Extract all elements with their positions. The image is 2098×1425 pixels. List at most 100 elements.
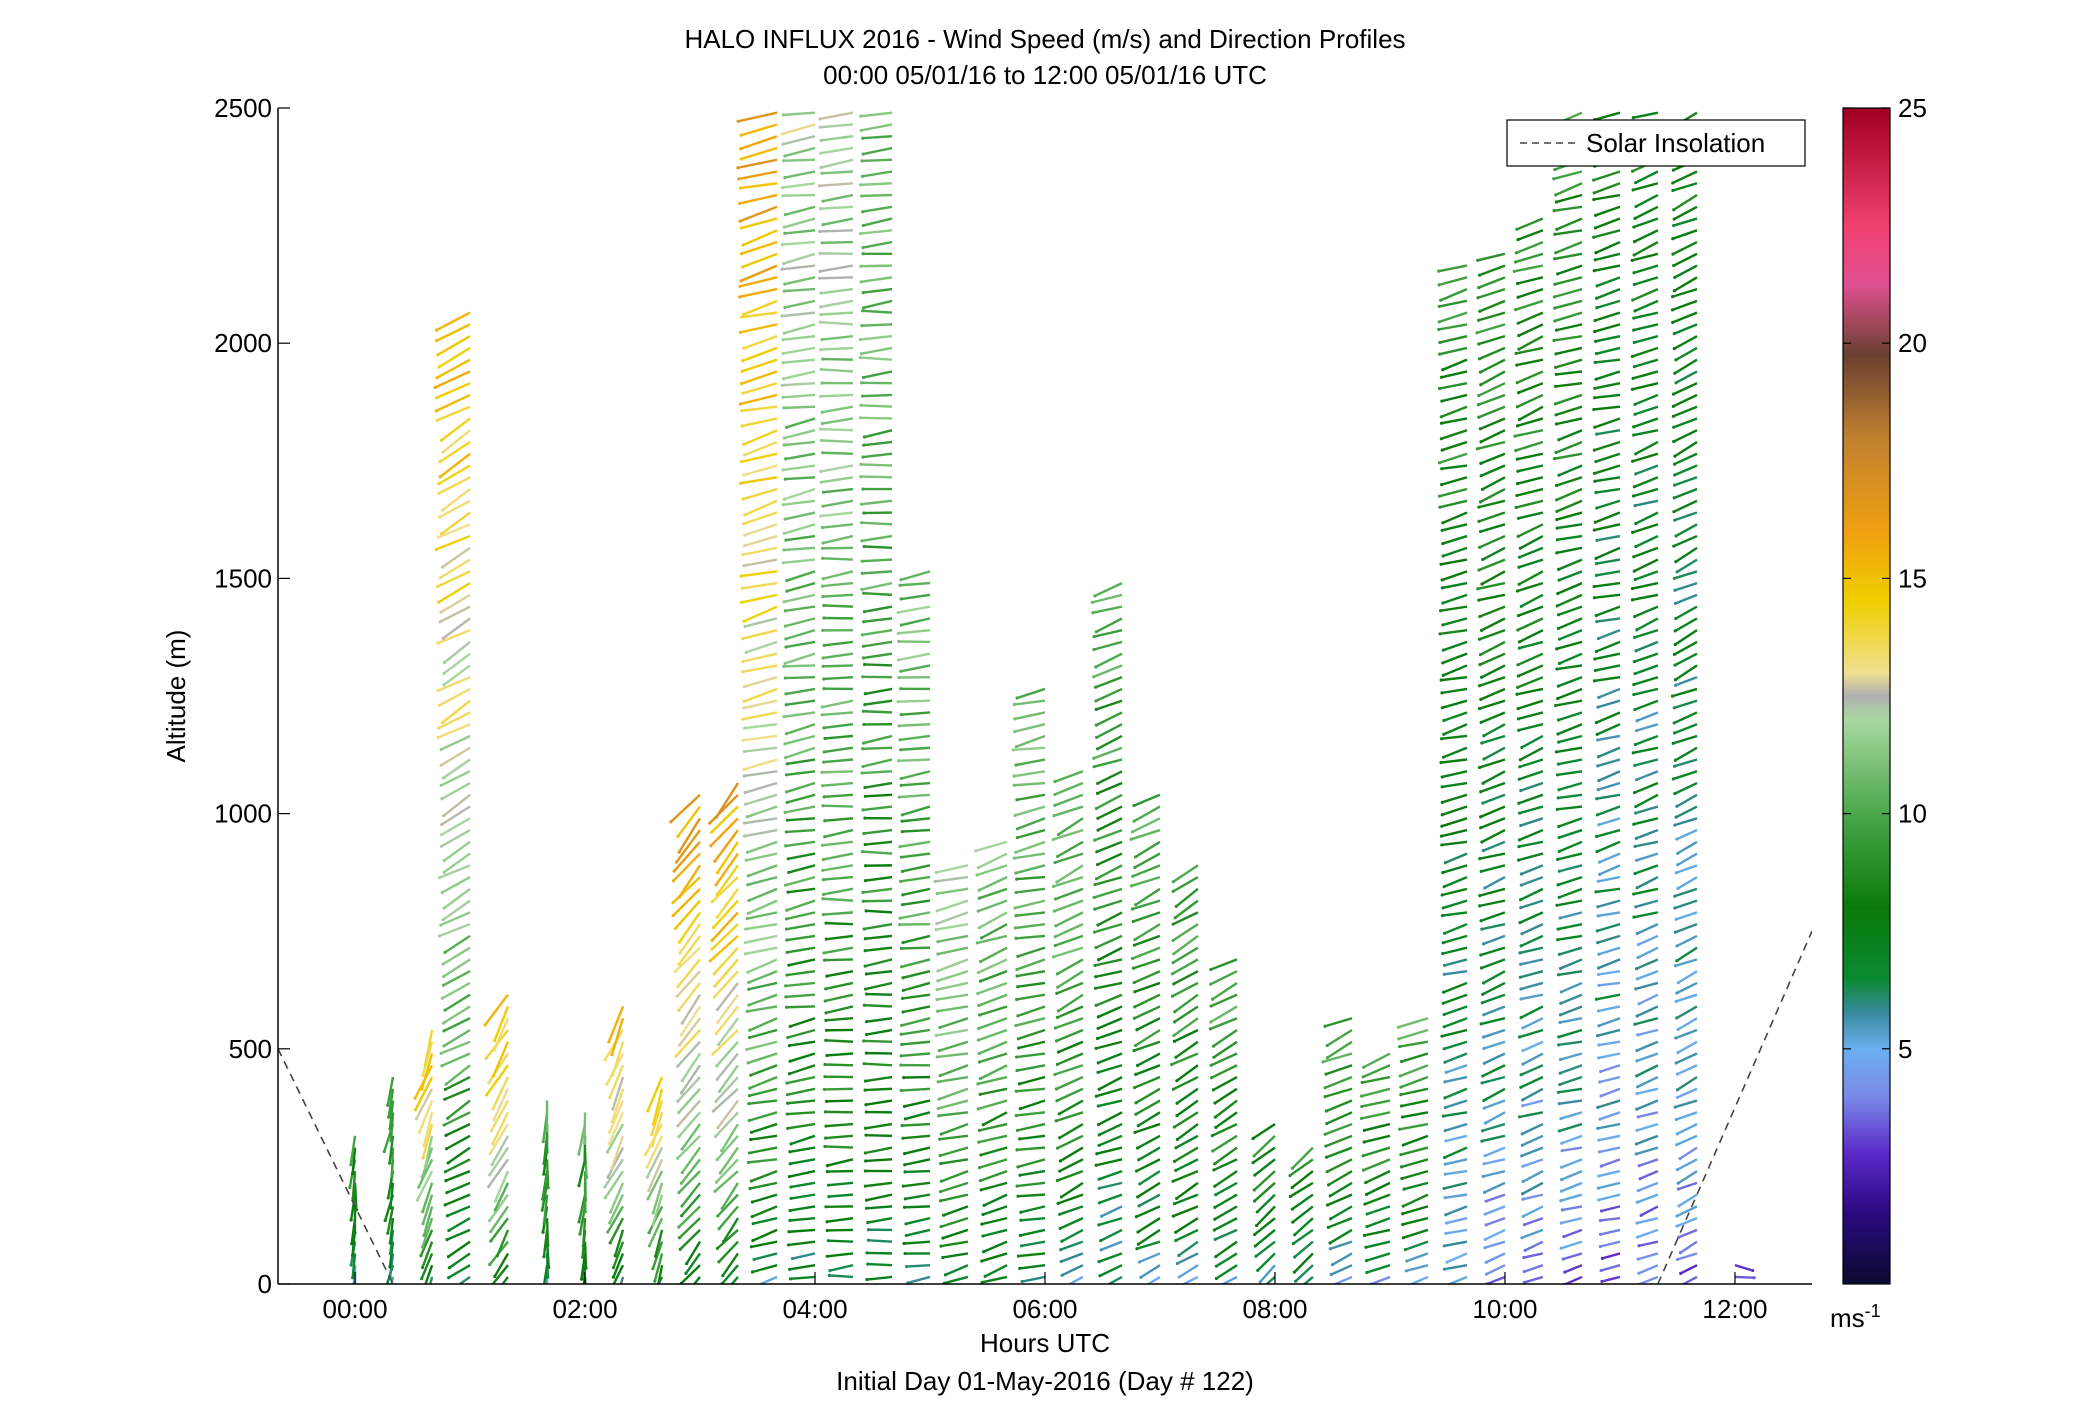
wind-barb-tip	[1633, 742, 1638, 747]
wind-barb-tip	[1399, 1153, 1403, 1157]
wind-barb	[445, 1064, 471, 1086]
wind-barb	[721, 1252, 739, 1277]
wind-barb-tip	[942, 1213, 946, 1217]
wind-barb	[1563, 1228, 1583, 1238]
wind-barb-tip	[790, 1256, 795, 1261]
wind-barb-tip	[821, 451, 825, 455]
wind-barb-tip	[1633, 635, 1637, 639]
wind-barb	[676, 970, 701, 997]
wind-barb	[789, 1169, 816, 1178]
wind-barb	[441, 1052, 471, 1067]
wind-barb-tip	[861, 764, 865, 769]
wind-barb	[1401, 1052, 1429, 1063]
wind-barb	[737, 158, 778, 169]
wind-barb	[1675, 1028, 1698, 1040]
wind-barb-tip	[440, 822, 444, 827]
wind-barb	[1519, 758, 1544, 768]
wind-barb	[863, 652, 893, 660]
wind-barb	[1131, 875, 1161, 888]
wind-barb-tip	[1596, 966, 1601, 970]
wind-barb-tip	[1592, 679, 1597, 683]
wind-barb	[819, 182, 854, 188]
wind-barb-tip	[1014, 1089, 1018, 1093]
wind-barb	[904, 1158, 931, 1166]
wind-barb-tip	[1632, 225, 1636, 229]
wind-barb	[1598, 875, 1621, 883]
wind-barb-tip	[578, 1232, 582, 1236]
wind-barb	[1595, 217, 1621, 229]
wind-barb	[1636, 1052, 1659, 1062]
wind-barb	[750, 1064, 778, 1077]
wind-barb	[1441, 570, 1468, 582]
wind-barb-tip	[1016, 1014, 1020, 1018]
wind-barb	[443, 1028, 471, 1047]
wind-barb-tip	[716, 1125, 720, 1130]
wind-barb-tip	[859, 280, 863, 284]
wind-barb-tip	[439, 923, 443, 927]
wind-barb-tip	[976, 1082, 980, 1086]
wind-barb	[1016, 970, 1046, 978]
wind-barb	[1443, 1181, 1468, 1190]
wind-barb	[1594, 393, 1621, 399]
wind-barb-tip	[784, 637, 788, 641]
wind-barb	[1212, 1134, 1238, 1153]
wind-barb-tip	[490, 1163, 494, 1167]
wind-barb-tip	[440, 565, 444, 569]
wind-barb-tip	[1253, 1232, 1257, 1237]
wind-barb	[608, 1100, 625, 1133]
wind-barb-tip	[1598, 1080, 1602, 1084]
wind-barb	[747, 958, 778, 974]
wind-barb-tip	[708, 959, 712, 963]
wind-barb-tip	[1677, 1235, 1681, 1239]
wind-barb-tip	[1675, 1072, 1680, 1076]
wind-barb	[863, 828, 893, 835]
wind-barb	[1595, 334, 1621, 343]
wind-barb-tip	[610, 1287, 613, 1290]
wind-barb-tip	[1636, 1257, 1640, 1261]
wind-barb-tip	[739, 460, 744, 464]
wind-barb-tip	[1678, 1284, 1681, 1287]
wind-barb-tip	[896, 700, 900, 704]
wind-barb	[1132, 911, 1161, 923]
wind-barb	[1517, 581, 1544, 593]
wind-barb	[943, 1205, 969, 1217]
wind-barb	[1675, 1111, 1698, 1121]
wind-barb	[785, 605, 816, 612]
wind-barb-tip	[650, 1132, 654, 1137]
wind-barb	[1598, 687, 1621, 699]
wind-barb-tip	[935, 988, 939, 992]
wind-barb	[1213, 1217, 1238, 1232]
wind-barb	[1442, 864, 1468, 874]
wind-barb	[1014, 781, 1046, 787]
wind-barb	[1174, 993, 1199, 1013]
wind-barb-tip	[1175, 1196, 1179, 1201]
wind-barb	[1054, 852, 1084, 864]
wind-barb-tip	[1015, 836, 1019, 840]
wind-barb	[1674, 887, 1698, 898]
wind-barb	[862, 170, 893, 178]
wind-barb	[1522, 1181, 1544, 1195]
wind-barb-tip	[1516, 534, 1520, 539]
wind-barb	[1444, 969, 1468, 976]
wind-barb-tip	[1096, 1122, 1101, 1127]
wind-barb	[672, 888, 701, 917]
wind-barb	[1098, 1111, 1123, 1126]
wind-barb	[1443, 1040, 1468, 1050]
wind-barb	[1634, 570, 1659, 581]
wind-barb	[1482, 770, 1506, 785]
wind-barb	[1015, 758, 1046, 767]
wind-barb-tip	[939, 1179, 943, 1183]
wind-barb-tip	[1595, 538, 1599, 542]
wind-barb	[1176, 1123, 1199, 1141]
wind-barb	[1675, 911, 1698, 921]
wind-barb-tip	[827, 1194, 831, 1199]
wind-barb-tip	[434, 339, 439, 343]
wind-barb-tip	[1595, 432, 1599, 436]
wind-barb-tip	[1555, 667, 1559, 671]
wind-barb	[1097, 1028, 1123, 1040]
wind-barb-tip	[489, 1239, 493, 1243]
wind-barb-tip	[823, 1062, 827, 1067]
wind-barb-tip	[1323, 1132, 1327, 1136]
wind-barb-tip	[819, 469, 823, 473]
wind-barb	[1522, 1052, 1544, 1066]
